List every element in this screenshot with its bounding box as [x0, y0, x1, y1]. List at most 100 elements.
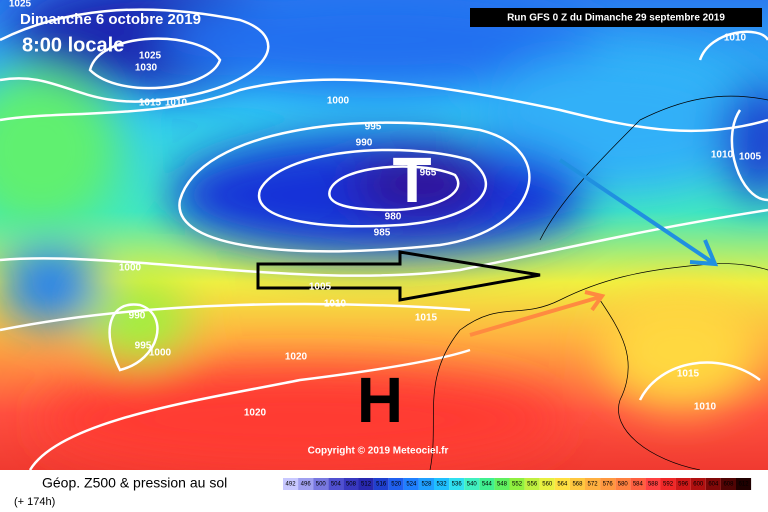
- isobar-label: 1025: [139, 51, 162, 62]
- scale-cell: [343, 478, 359, 490]
- scale-cell: [736, 478, 752, 490]
- orange-arrow: [469, 290, 606, 337]
- forecast-date: Dimanche 6 octobre 2019: [20, 11, 201, 28]
- scale-label: 588: [648, 482, 659, 488]
- scale-label: 564: [557, 482, 568, 488]
- scale-label: 508: [346, 482, 357, 488]
- scale-cell: [313, 478, 329, 490]
- isobar-label: 965: [420, 168, 437, 179]
- scale-cell: [494, 478, 510, 490]
- isobar-label: 990: [129, 311, 146, 322]
- scale-cell: [720, 478, 736, 490]
- scale-cell: [464, 478, 480, 490]
- scale-cell: [585, 478, 601, 490]
- scale-cell: [479, 478, 495, 490]
- isobar-label: 1000: [119, 263, 142, 274]
- scale-label: 604: [708, 482, 719, 488]
- isobar-label: 1005: [309, 282, 332, 293]
- scale-label: 500: [316, 482, 327, 488]
- scale-cell: [388, 478, 404, 490]
- run-box: [470, 8, 762, 27]
- scale-cell: [615, 478, 631, 490]
- isobar-label: 1020: [244, 408, 267, 419]
- scale-cell: [403, 478, 419, 490]
- scale-cell: [298, 478, 314, 490]
- isobar-label: 1025: [9, 0, 32, 10]
- scale-label: 568: [572, 482, 583, 488]
- scale-label: 592: [663, 482, 674, 488]
- scale-label: 612: [739, 482, 750, 488]
- isobar-label: 1000: [327, 96, 350, 107]
- scale-cell: [328, 478, 344, 490]
- run-info: Run GFS 0 Z du Dimanche 29 septembre 201…: [507, 13, 725, 24]
- scale-label: 496: [301, 482, 312, 488]
- isobar-label: 1010: [711, 150, 734, 161]
- field: [0, 0, 768, 470]
- scale-label: 532: [437, 482, 448, 488]
- blue-arrow: [558, 158, 719, 267]
- scale-label: 556: [527, 482, 538, 488]
- scale-label: 528: [421, 482, 432, 488]
- scale-label: 560: [542, 482, 553, 488]
- scale-cell: [705, 478, 721, 490]
- scale-label: 580: [618, 482, 629, 488]
- scale-label: 504: [331, 482, 342, 488]
- scale-cell: [690, 478, 706, 490]
- scale-label: 584: [633, 482, 644, 488]
- scale-label: 576: [603, 482, 614, 488]
- scale-label: 608: [723, 482, 734, 488]
- scale-cell: [554, 478, 570, 490]
- scale-cell: [569, 478, 585, 490]
- isobar-label: 1015: [677, 369, 700, 380]
- scale-cell: [630, 478, 646, 490]
- isobar-label: 1010: [724, 33, 747, 44]
- isobar-label: 1010: [165, 98, 188, 109]
- scale-label: 536: [452, 482, 463, 488]
- lead-time: (+ 174h): [14, 496, 55, 508]
- low-symbol: T: [392, 144, 431, 216]
- scale-label: 520: [391, 482, 402, 488]
- isobar-label: 995: [365, 122, 382, 133]
- isobar-label: 1015: [139, 98, 162, 109]
- scale-label: 524: [406, 482, 417, 488]
- isobar-label: 995: [135, 341, 152, 352]
- isobar-label: 1015: [415, 313, 438, 324]
- scale-label: 512: [361, 482, 372, 488]
- isobars: [0, 8, 768, 471]
- isobar-label: 1010: [694, 402, 717, 413]
- scale-label: 548: [497, 482, 508, 488]
- scale-label: 492: [286, 482, 297, 488]
- copyright: Copyright © 2019 Meteociel.fr: [308, 446, 449, 457]
- scale-cell: [600, 478, 616, 490]
- scale-cell: [449, 478, 465, 490]
- scale-label: 596: [678, 482, 689, 488]
- isobar-label: 1010: [324, 299, 347, 310]
- high-symbol: H: [357, 364, 403, 436]
- scale-cell: [418, 478, 434, 490]
- color-scale: 492 496 500 504 508 512 516 520 524 528 532 536 540 5…: [283, 478, 752, 490]
- scale-cell: [660, 478, 676, 490]
- forecast-time: 8:00 locale: [22, 34, 124, 56]
- scale-cell: [358, 478, 374, 490]
- scale-cell: [675, 478, 691, 490]
- flow-arrow: [256, 250, 541, 302]
- scale-label: 540: [467, 482, 478, 488]
- scale-label: 552: [512, 482, 523, 488]
- scale-cell: [524, 478, 540, 490]
- isobar-label: 1005: [739, 152, 762, 163]
- isobar-label: 990: [356, 138, 373, 149]
- scale-cell: [645, 478, 661, 490]
- scale-cell: [539, 478, 555, 490]
- isobar-label: 1000: [149, 348, 172, 359]
- scale-cell: [283, 478, 299, 490]
- footer: [0, 470, 768, 512]
- isobar-label: 985: [374, 228, 391, 239]
- scale-label: 572: [588, 482, 599, 488]
- isobar-label: 1030: [135, 63, 158, 74]
- footer-title: Géop. Z500 & pression au sol: [42, 475, 227, 491]
- scale-cell: [509, 478, 525, 490]
- scale-cell: [434, 478, 450, 490]
